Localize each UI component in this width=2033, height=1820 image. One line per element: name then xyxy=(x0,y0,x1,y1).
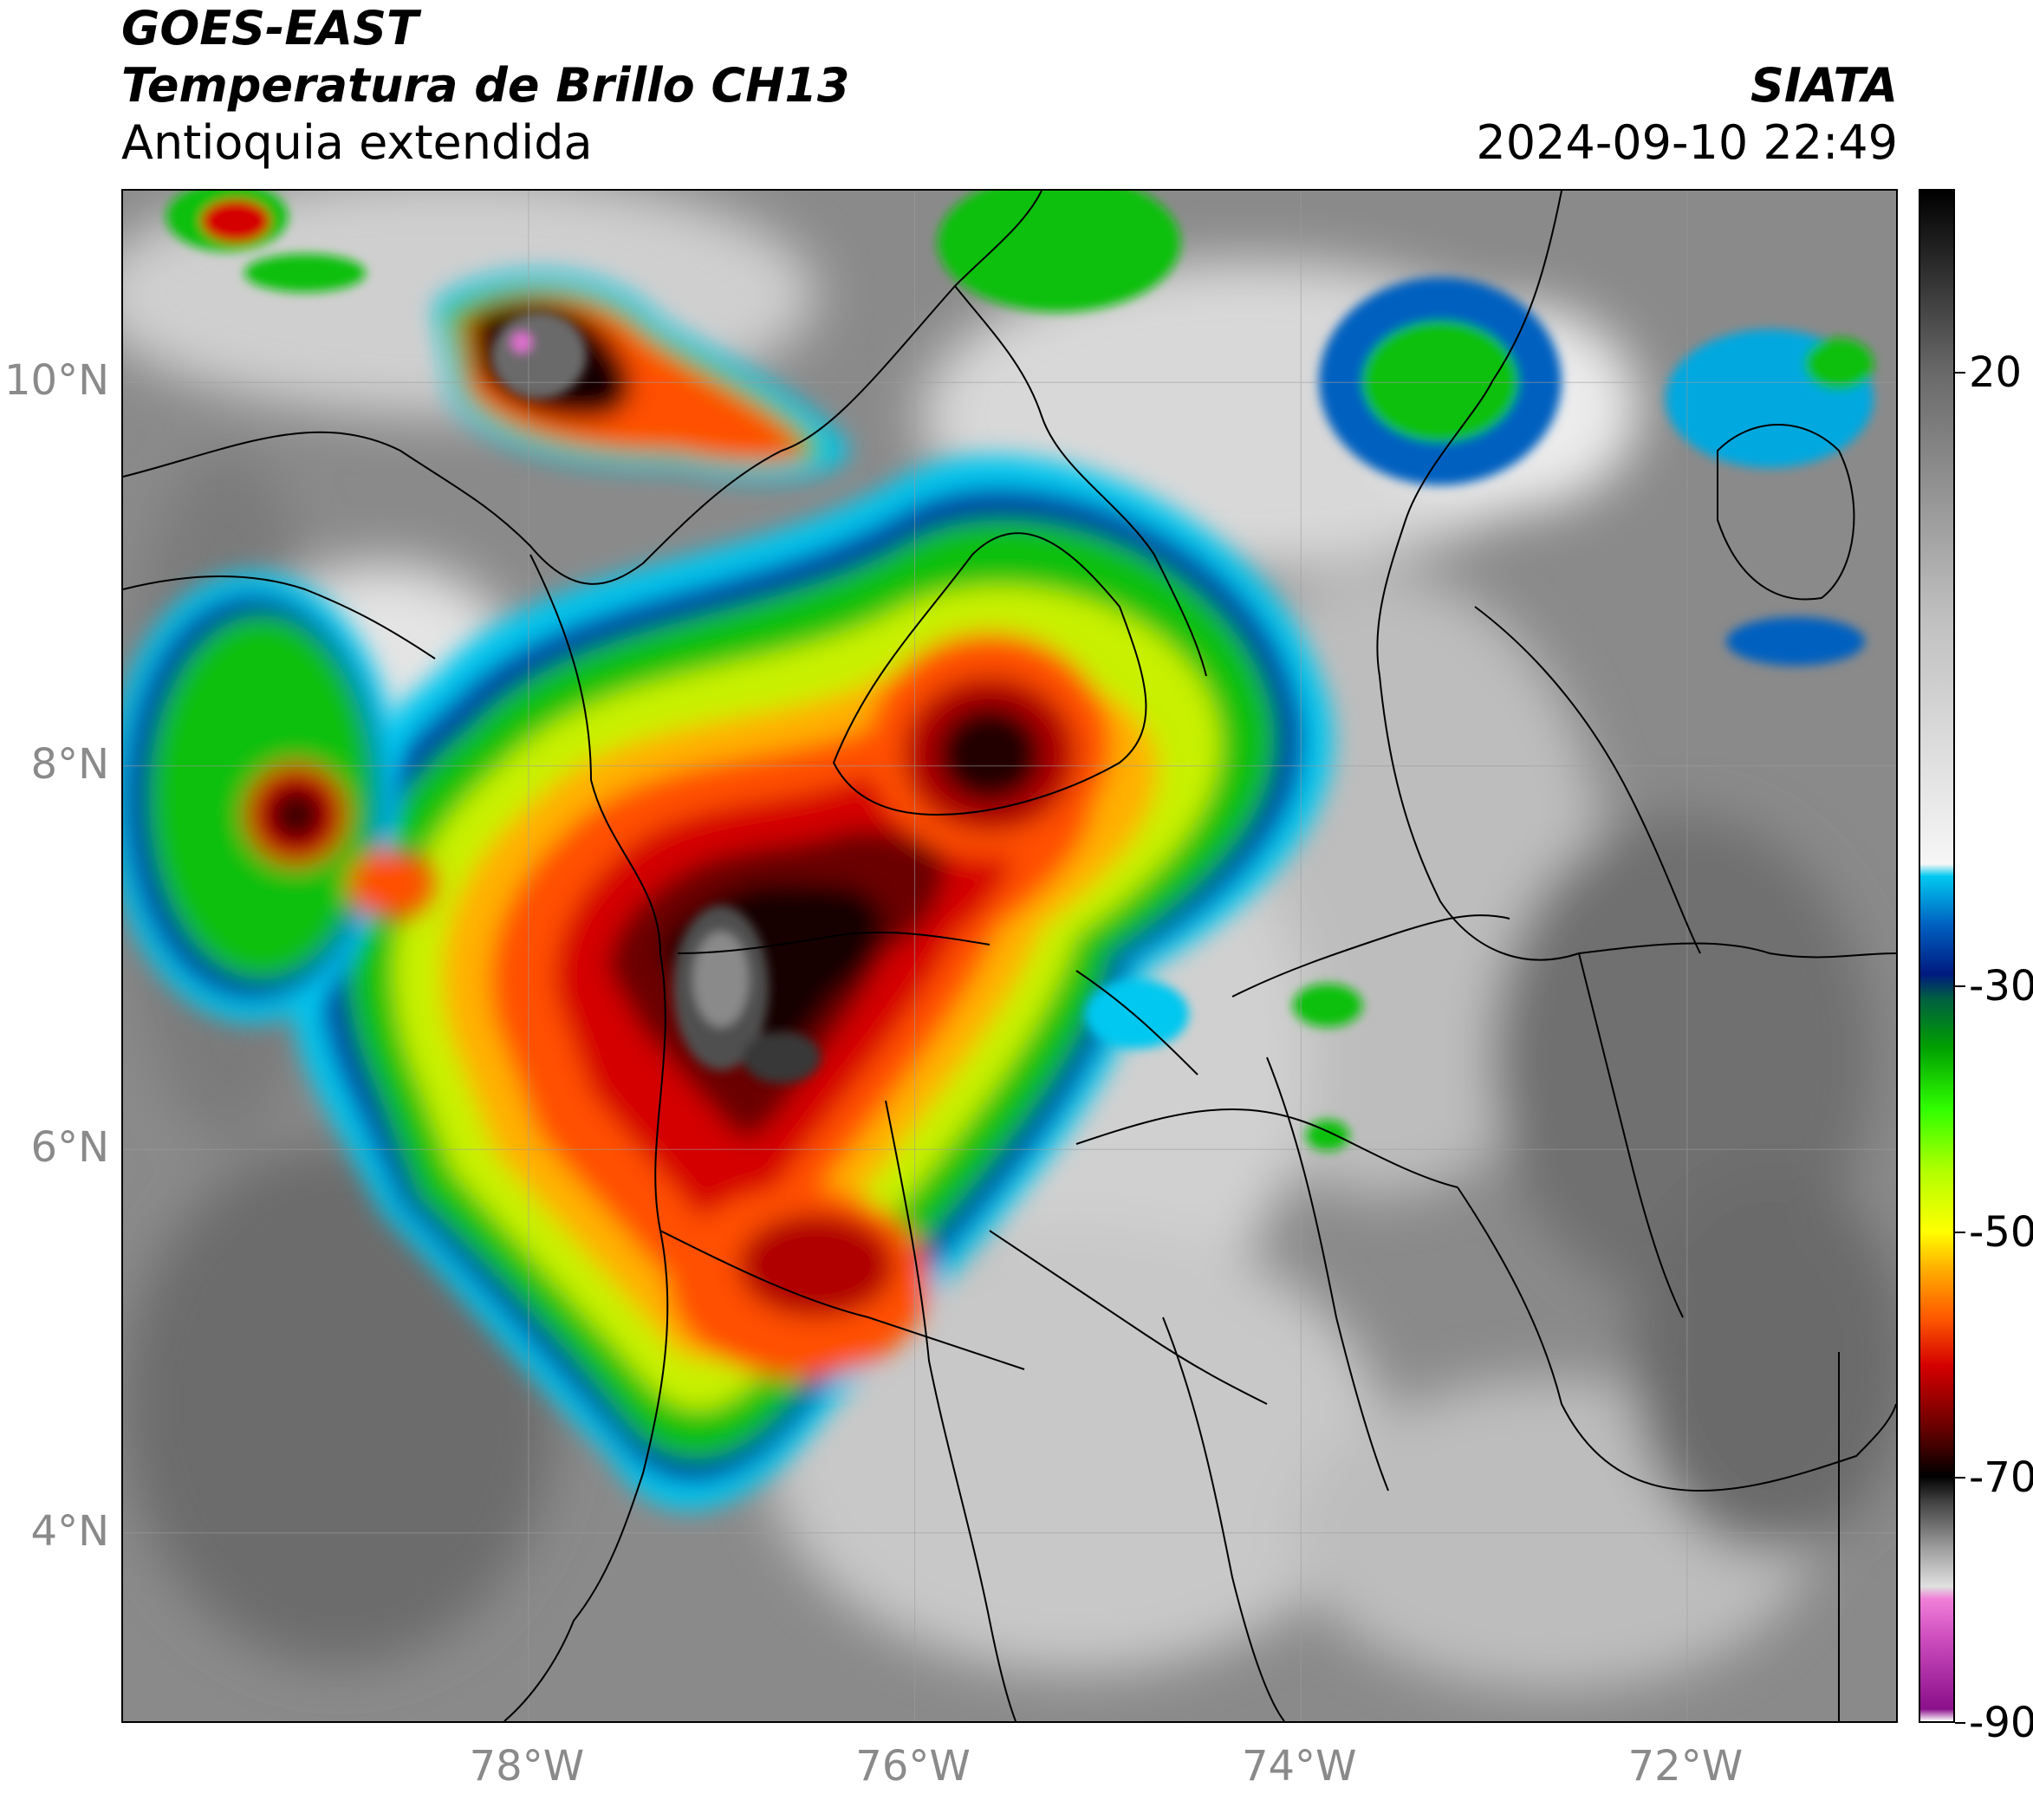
product-title: Temperatura de Brillo CH13 xyxy=(121,58,850,113)
region-subtitle: Antioquia extendida xyxy=(121,115,593,170)
colorbar-tick-mark xyxy=(1955,985,1965,988)
colorbar xyxy=(1919,189,1955,1723)
source-block: SIATA 2024-09-10 22:49 xyxy=(1476,57,1898,172)
main-convective-complex xyxy=(286,455,1333,1511)
lon-tick-label: 76°W xyxy=(855,1742,971,1791)
lon-tick-label: 72°W xyxy=(1627,1742,1744,1791)
colorbar-tick-mark xyxy=(1955,1231,1965,1233)
colorbar-tick-label: -30 xyxy=(1969,962,2033,1011)
satellite-map[interactable] xyxy=(121,189,1898,1723)
timestamp-label: 2024-09-10 22:49 xyxy=(1476,115,1898,170)
colorbar-tick-mark xyxy=(1955,372,1965,374)
lon-tick-label: 74°W xyxy=(1241,1742,1357,1791)
colorbar-tick-label: -90 xyxy=(1969,1699,2033,1747)
overshooting-top-north xyxy=(491,312,587,399)
title-block: GOES-EAST Temperatura de Brillo CH13 Ant… xyxy=(121,0,850,172)
colorbar-tick-mark xyxy=(1955,1722,1965,1724)
overshooting-top-main xyxy=(673,906,821,1083)
lat-tick-label: 6°N xyxy=(30,1123,109,1173)
graticule xyxy=(123,191,1896,1721)
lat-tick-label: 8°N xyxy=(30,739,109,789)
lat-tick-label: 10°N xyxy=(4,356,109,406)
colorbar-tick-label: 20 xyxy=(1969,348,2023,398)
satellite-title: GOES-EAST xyxy=(121,1,419,55)
organization-label: SIATA xyxy=(1750,58,1898,113)
colorbar-tick-label: -70 xyxy=(1969,1453,2033,1502)
colorbar-tick-mark xyxy=(1955,1476,1965,1479)
map-canvas xyxy=(123,191,1896,1721)
pacific-western-cell xyxy=(123,572,435,1023)
colorbar-tick-label: -50 xyxy=(1969,1207,2033,1257)
lon-tick-label: 78°W xyxy=(469,1742,585,1791)
lat-tick-label: 4°N xyxy=(30,1506,109,1556)
political-borders xyxy=(123,191,1896,1721)
